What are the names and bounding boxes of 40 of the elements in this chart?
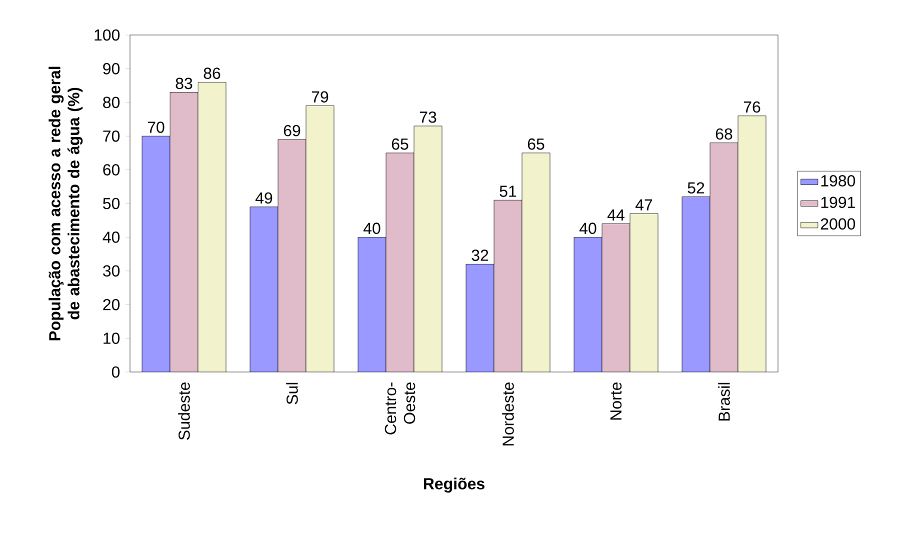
data-label: 32: [472, 250, 488, 261]
x-tick-label: Nordeste: [502, 382, 514, 446]
data-label: 83: [176, 78, 192, 90]
x-tick-label: Sul: [286, 382, 298, 404]
legend-label: 2000: [820, 218, 856, 230]
y-tick-label: 60: [103, 164, 120, 176]
x-tick-label: Sudeste: [178, 382, 190, 440]
data-label: 69: [284, 124, 300, 136]
x-axis-title: Regiões: [424, 478, 484, 493]
data-label: 73: [420, 111, 436, 123]
y-tick-label: 0: [112, 366, 120, 378]
data-label: 76: [744, 101, 760, 113]
x-tick-label: Brasil: [718, 382, 730, 420]
y-tick-label: 50: [103, 198, 120, 210]
legend-label: 1991: [821, 196, 855, 208]
data-label: 65: [528, 138, 544, 150]
data-label: 51: [500, 186, 516, 197]
data-label: 86: [204, 68, 220, 79]
data-label: 52: [688, 182, 704, 194]
data-label: 47: [635, 199, 652, 210]
y-tick-label: 40: [102, 232, 120, 243]
data-label: 70: [148, 122, 164, 133]
y-tick-label: 100: [94, 29, 120, 41]
y-axis-title: População com acesso a rede geral de abastecimento de água (%): [48, 66, 83, 340]
data-label: 65: [392, 138, 408, 150]
data-label: 79: [312, 91, 328, 103]
y-tick-label: 10: [104, 332, 120, 344]
data-label: 44: [607, 210, 624, 221]
legend-label: 1980: [821, 175, 856, 186]
data-label: 40: [579, 222, 596, 234]
x-tick-label: Centro-Oeste: [384, 382, 416, 434]
data-label: 40: [363, 222, 380, 234]
y-tick-label: 30: [103, 265, 120, 277]
y-tick-label: 80: [103, 96, 120, 108]
y-tick-label: 20: [103, 298, 120, 310]
data-label: 68: [716, 128, 732, 140]
y-tick-label: 70: [103, 130, 120, 142]
y-tick-label: 90: [103, 63, 120, 74]
data-label: 49: [255, 192, 272, 204]
x-tick-label: Norte: [610, 382, 622, 420]
